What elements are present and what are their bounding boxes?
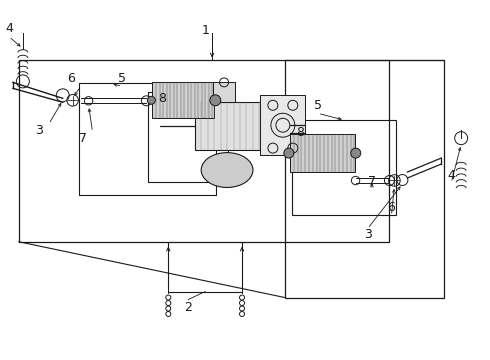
- Text: 7: 7: [368, 175, 375, 189]
- Bar: [148, 92, 228, 182]
- Text: 3: 3: [364, 228, 371, 241]
- Circle shape: [210, 95, 221, 106]
- Bar: [290, 134, 355, 172]
- Bar: [213, 82, 235, 102]
- Text: 4: 4: [5, 22, 13, 35]
- Bar: [260, 95, 305, 155]
- Text: 5: 5: [119, 72, 126, 85]
- Bar: [19, 60, 390, 242]
- Text: 6: 6: [67, 72, 74, 85]
- Text: 3: 3: [35, 124, 43, 137]
- Text: 4: 4: [447, 168, 455, 181]
- Text: 6: 6: [388, 201, 395, 215]
- Bar: [152, 82, 214, 118]
- Text: 7: 7: [78, 132, 87, 145]
- Circle shape: [284, 148, 294, 158]
- Text: 8: 8: [158, 92, 166, 105]
- Ellipse shape: [201, 153, 253, 188]
- Circle shape: [351, 148, 361, 158]
- Text: 2: 2: [184, 301, 192, 314]
- Bar: [292, 120, 396, 215]
- Circle shape: [147, 96, 155, 104]
- Text: 8: 8: [296, 126, 304, 139]
- Text: 1: 1: [201, 24, 209, 37]
- Bar: [195, 102, 260, 150]
- Text: 5: 5: [314, 99, 322, 112]
- Bar: [78, 84, 216, 195]
- Bar: [285, 60, 444, 298]
